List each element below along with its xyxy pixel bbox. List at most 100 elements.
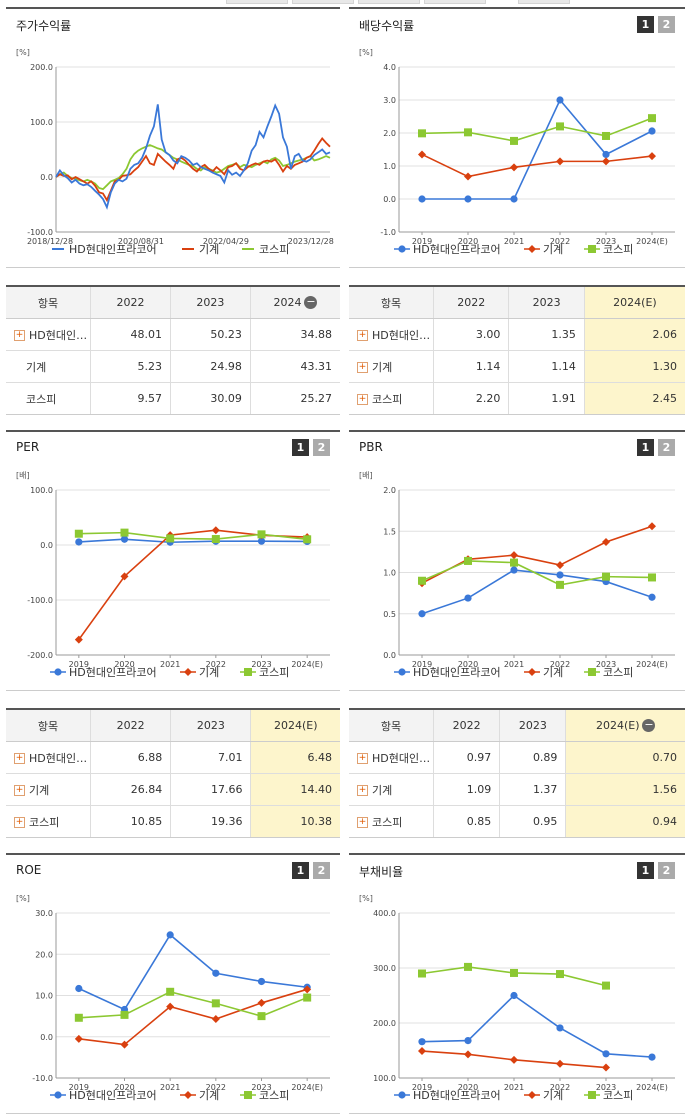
cell: 3.00 xyxy=(432,318,509,351)
x-tick-label: 2020/08/31 xyxy=(118,237,164,246)
data-point xyxy=(510,1055,518,1064)
cell: 25.27 xyxy=(249,382,340,414)
col-header: 2022 xyxy=(432,287,509,319)
series-line xyxy=(421,994,653,1058)
unit-label: [%] xyxy=(16,48,30,57)
data-point xyxy=(120,528,129,537)
table-row: + 기계 1.14 1.14 1.30 xyxy=(349,350,685,383)
data-point xyxy=(528,245,536,253)
collapse-icon[interactable]: − xyxy=(304,295,318,310)
data-point xyxy=(418,1047,426,1056)
x-tick-label: 2023 xyxy=(596,660,616,669)
legend-item: 기계 xyxy=(180,1089,219,1102)
roe-chart: [%] 30.0 20.0 10.0 0.0 -10.0 2019 2020 2021 2022 2… xyxy=(16,894,330,1102)
y-tick-label: 300.0 xyxy=(373,964,396,973)
series-company xyxy=(75,535,311,546)
panel-title: ROE xyxy=(16,863,42,877)
series-line xyxy=(421,117,653,142)
data-point xyxy=(648,152,656,161)
expand-icon[interactable]: + xyxy=(357,362,368,373)
data-point xyxy=(510,991,518,1000)
expand-icon[interactable]: + xyxy=(357,330,368,341)
cell: 19.36 xyxy=(170,805,251,837)
expand-icon[interactable]: + xyxy=(14,785,25,796)
pbr-chart: [배] 2.0 1.5 1.0 0.5 0.0 2019 2020 2021 2022 2023 20… xyxy=(359,471,675,679)
legend-label: HD현대인프라코어 xyxy=(69,666,157,679)
data-point xyxy=(398,668,406,676)
cell: 30.09 xyxy=(169,382,251,414)
x-tick-label: 2018/12/28 xyxy=(27,237,73,246)
series-machine xyxy=(418,150,656,181)
legend-label: HD현대인프라코어 xyxy=(69,243,157,256)
col-header: 항목 xyxy=(6,287,91,319)
data-point xyxy=(244,1091,252,1099)
data-point xyxy=(510,163,518,172)
chart-tab-1-button[interactable]: 1 xyxy=(637,439,654,456)
series-machine xyxy=(74,985,312,1049)
data-point xyxy=(556,970,564,979)
data-point xyxy=(510,968,518,977)
cell: 0.95 xyxy=(499,805,566,837)
data-point xyxy=(602,131,610,140)
row-label: HD현대인… xyxy=(29,751,88,765)
data-point xyxy=(418,576,426,585)
data-point xyxy=(556,122,564,131)
x-tick-label: 2021 xyxy=(504,1083,524,1092)
chart-tab-2-button[interactable]: 2 xyxy=(313,862,330,879)
series-line xyxy=(421,525,653,584)
x-tick-label: 2020 xyxy=(458,660,478,669)
legend-label: 코스피 xyxy=(259,1089,289,1102)
chart-tab-2-button[interactable]: 2 xyxy=(658,439,675,456)
chart-tab-1-button[interactable]: 1 xyxy=(292,439,309,456)
roe-chart-panel: ROE 1 2 [%] 30.0 20.0 10.0 0.0 -10.0 2019 2020 2… xyxy=(6,853,340,1114)
chart-tab-2-button[interactable]: 2 xyxy=(658,16,675,33)
legend-label: HD현대인프라코어 xyxy=(69,1089,157,1102)
cell: 1.14 xyxy=(432,350,509,383)
legend-label: 기계 xyxy=(199,666,219,679)
chart-tab-1-button[interactable]: 1 xyxy=(292,862,309,879)
cell: 26.84 xyxy=(89,773,171,806)
table-row: + HD현대인… 48.01 50.23 34.88 xyxy=(6,318,340,351)
expand-icon[interactable]: + xyxy=(357,394,368,405)
series-line xyxy=(422,98,653,200)
data-point xyxy=(212,969,220,977)
x-tick-label: 2022 xyxy=(550,1083,570,1092)
cell: 9.57 xyxy=(90,382,171,414)
data-point xyxy=(74,635,83,644)
x-tick-label: 2023 xyxy=(251,660,271,669)
unit-label: [배] xyxy=(16,471,30,480)
legend-label: 기계 xyxy=(543,243,563,256)
expand-icon[interactable]: + xyxy=(357,817,368,828)
data-point xyxy=(528,1091,536,1099)
data-point xyxy=(74,529,83,538)
data-point xyxy=(74,1034,83,1043)
data-point xyxy=(418,969,426,978)
cell: 1.91 xyxy=(508,382,585,414)
expand-icon[interactable]: + xyxy=(14,330,25,341)
series-company xyxy=(418,96,656,203)
expand-icon[interactable]: + xyxy=(357,753,368,764)
data-point xyxy=(602,1063,610,1072)
expand-icon[interactable]: + xyxy=(357,785,368,796)
x-tick-label: 2021 xyxy=(160,1083,180,1092)
row-label: 코스피 xyxy=(26,392,57,406)
data-point xyxy=(418,195,426,203)
col-header-label: 2024(E) xyxy=(595,718,640,732)
col-header-label: 2024 xyxy=(273,295,302,309)
data-point xyxy=(588,1091,596,1099)
collapse-icon[interactable]: − xyxy=(642,718,656,733)
pbr-chart-panel: PBR 1 2 [배] 2.0 1.5 1.0 0.5 0.0 2019 2020 2021 20… xyxy=(349,430,685,691)
cell: 17.66 xyxy=(170,773,251,806)
chart-tab-2-button[interactable]: 2 xyxy=(313,439,330,456)
y-tick-label: 400.0 xyxy=(373,909,396,918)
table-row: + HD현대인… 0.97 0.89 0.70 xyxy=(349,741,685,774)
data-point xyxy=(602,572,610,581)
x-tick-label: 2019 xyxy=(412,1083,432,1092)
data-point xyxy=(510,558,518,567)
chart-tab-1-button[interactable]: 1 xyxy=(637,16,654,33)
expand-icon[interactable]: + xyxy=(14,753,25,764)
chart-tab-2-button[interactable]: 2 xyxy=(658,862,675,879)
expand-icon[interactable]: + xyxy=(14,817,25,828)
chart-tab-1-button[interactable]: 1 xyxy=(637,862,654,879)
